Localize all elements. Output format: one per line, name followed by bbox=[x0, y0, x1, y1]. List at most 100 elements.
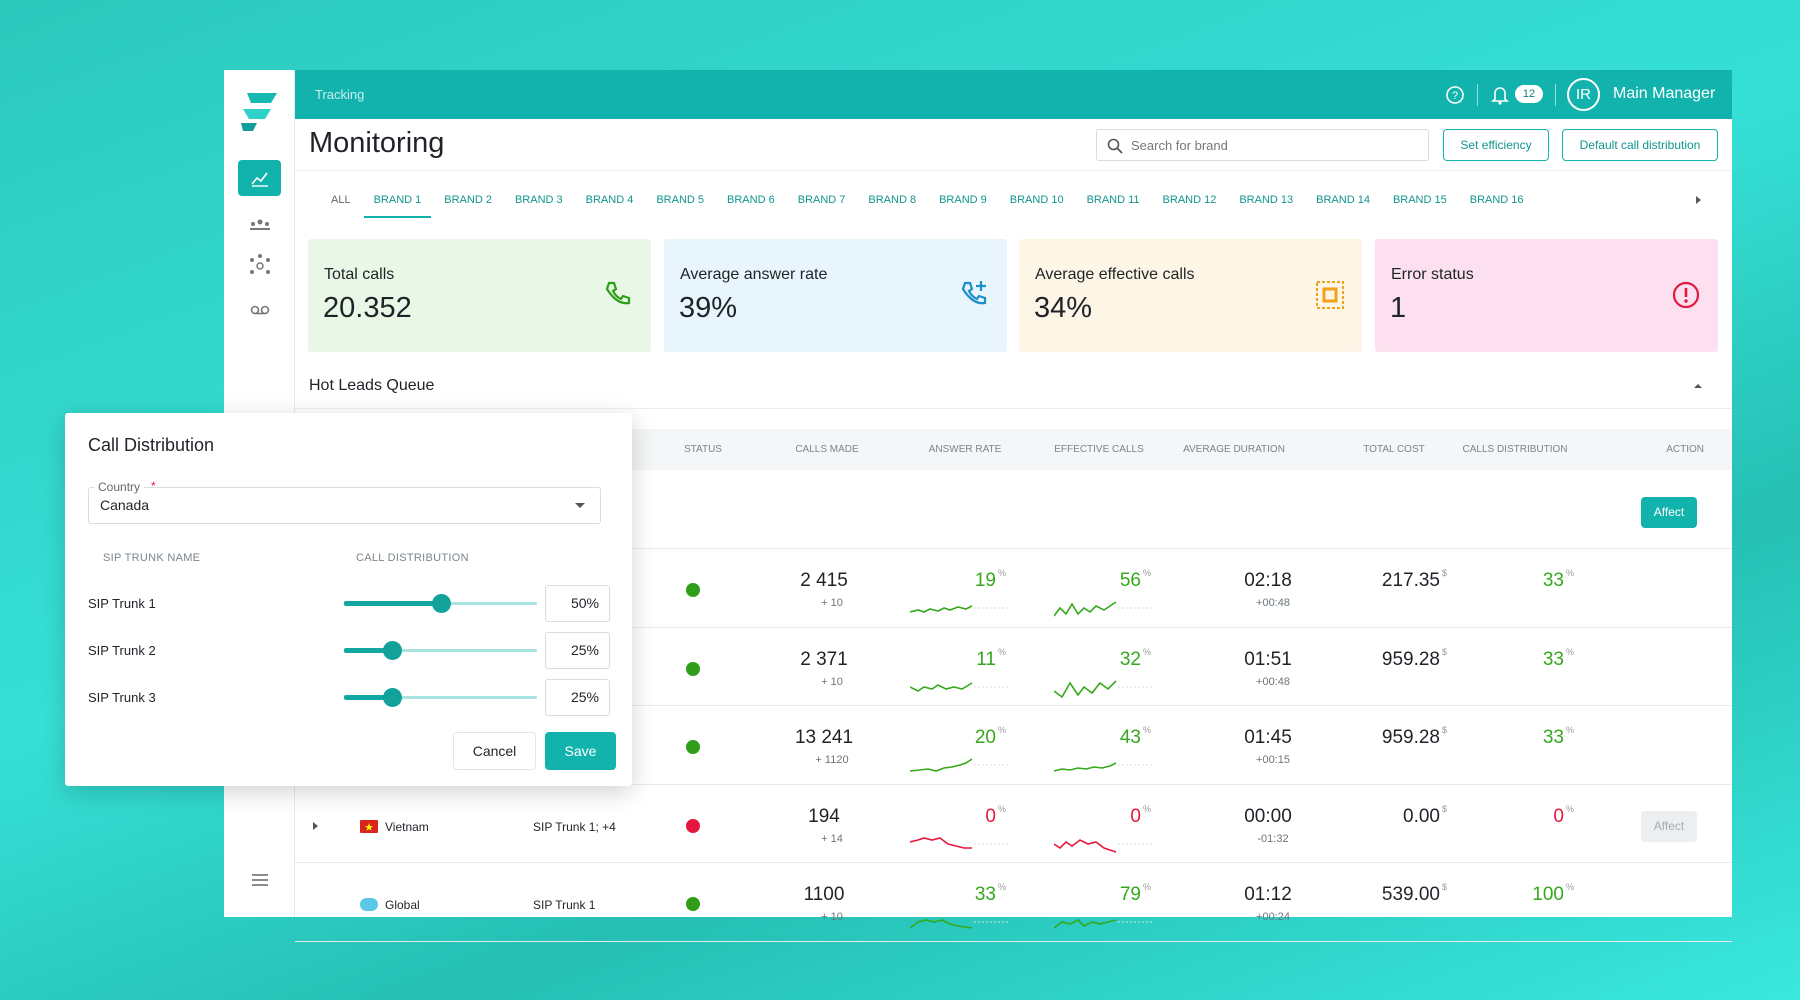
search-placeholder: Search for brand bbox=[1131, 138, 1228, 153]
call-distribution-dialog: Call Distribution Canada Country * SIP T… bbox=[65, 413, 632, 786]
status-dot bbox=[686, 818, 700, 833]
tab[interactable]: BRAND 5 bbox=[656, 194, 705, 206]
country-select[interactable]: Canada bbox=[88, 487, 601, 524]
duration: 01:12 bbox=[1244, 884, 1292, 906]
slider-knob[interactable] bbox=[431, 594, 451, 613]
calls-distribution: 33 bbox=[1542, 570, 1564, 591]
tab[interactable]: ALL bbox=[331, 194, 351, 206]
trunk-name: SIP Trunk 3 bbox=[88, 690, 156, 705]
tab[interactable]: BRAND 6 bbox=[727, 194, 775, 206]
tab[interactable]: BRAND 10 bbox=[1009, 194, 1064, 206]
status-dot bbox=[686, 661, 700, 676]
percent-sign: % bbox=[1143, 803, 1152, 814]
cancel-button[interactable]: Cancel bbox=[453, 732, 536, 770]
percent-sign: % bbox=[998, 568, 1007, 578]
collapse-caret[interactable] bbox=[1692, 381, 1704, 391]
tab[interactable]: BRAND 14 bbox=[1316, 194, 1370, 206]
distribution-input[interactable]: 25% bbox=[545, 632, 610, 669]
breadcrumb[interactable]: Tracking bbox=[315, 87, 365, 102]
country-value: Canada bbox=[100, 497, 150, 513]
tab[interactable]: BRAND 7 bbox=[797, 194, 846, 206]
sparkline bbox=[910, 605, 1010, 613]
percent-sign: % bbox=[1143, 568, 1152, 578]
tab[interactable]: BRAND 1 bbox=[363, 186, 432, 218]
section-title: Hot Leads Queue bbox=[309, 377, 435, 394]
tab[interactable]: BRAND 12 bbox=[1162, 194, 1217, 206]
slider-knob[interactable] bbox=[383, 641, 403, 660]
notification-badge: 12 bbox=[1515, 85, 1543, 103]
stat-label: Total calls bbox=[324, 266, 395, 283]
tab[interactable]: BRAND 9 bbox=[939, 194, 987, 206]
tabs-next[interactable] bbox=[1693, 194, 1703, 206]
menu-icon[interactable] bbox=[251, 873, 269, 887]
calls-delta: + 10 bbox=[821, 911, 843, 924]
nav-icons[interactable] bbox=[248, 210, 272, 320]
percent-sign: % bbox=[1143, 725, 1152, 736]
status-dot bbox=[686, 897, 700, 912]
effective-calls: 0 bbox=[1130, 805, 1141, 827]
top-bar: Tracking ? 12 IR Main Manager bbox=[295, 70, 1732, 119]
stat-icon bbox=[1672, 281, 1700, 309]
slider-fill bbox=[344, 648, 393, 653]
answer-rate: 0 bbox=[985, 805, 996, 827]
slider-fill bbox=[344, 601, 441, 606]
percent-sign: % bbox=[1566, 646, 1575, 657]
column-header: TOTAL COST bbox=[1363, 444, 1425, 455]
tab[interactable]: BRAND 3 bbox=[514, 194, 563, 206]
distribution-input[interactable]: 50% bbox=[545, 585, 610, 622]
tab[interactable]: BRAND 16 bbox=[1469, 194, 1524, 206]
sip-trunk: SIP Trunk 1 bbox=[533, 898, 596, 913]
calls-distribution: 33 bbox=[1542, 727, 1564, 749]
distribution-input[interactable]: 25% bbox=[545, 679, 610, 716]
svg-text:?: ? bbox=[1452, 90, 1458, 102]
tab[interactable]: BRAND 13 bbox=[1239, 194, 1294, 206]
sip-trunk: SIP Trunk 1; +4 bbox=[533, 819, 616, 834]
affect-button[interactable]: Affect bbox=[1641, 497, 1697, 528]
percent-sign: % bbox=[998, 803, 1007, 814]
divider bbox=[1555, 84, 1556, 106]
currency-sign: $ bbox=[1442, 646, 1448, 657]
calls-delta: + 14 bbox=[821, 832, 843, 845]
calls-made: 2 415 bbox=[800, 570, 848, 591]
user-name[interactable]: Main Manager bbox=[1613, 85, 1716, 102]
stat-icon bbox=[961, 281, 987, 305]
sparkline bbox=[1054, 762, 1154, 772]
column-header: CALL DISTRIBUTION bbox=[356, 552, 469, 564]
calls-made: 13 241 bbox=[794, 727, 854, 749]
tab[interactable]: BRAND 2 bbox=[444, 194, 492, 206]
nav-active[interactable] bbox=[238, 160, 281, 196]
stat-label: Error status bbox=[1391, 266, 1474, 283]
sparkline bbox=[910, 919, 1010, 930]
tab[interactable]: BRAND 4 bbox=[585, 194, 634, 206]
sparkline bbox=[1054, 919, 1154, 930]
calls-made: 194 bbox=[808, 805, 840, 827]
calls-delta: + 10 bbox=[821, 597, 843, 609]
tab[interactable]: BRAND 15 bbox=[1392, 194, 1447, 206]
stat-value: 1 bbox=[1390, 292, 1407, 324]
sparkline bbox=[910, 836, 1010, 849]
column-header: ACTION bbox=[1666, 444, 1704, 455]
sparkline bbox=[910, 681, 1010, 692]
stat-label: Average answer rate bbox=[680, 266, 828, 283]
required-mark: * bbox=[151, 479, 156, 493]
percent-sign: % bbox=[998, 882, 1007, 893]
stat-value: 34% bbox=[1034, 292, 1093, 324]
sparkline bbox=[910, 758, 1010, 773]
default-distribution-button[interactable]: Default call distribution bbox=[1562, 129, 1718, 161]
stat-card: Total calls 20.352 bbox=[308, 239, 651, 352]
tab[interactable]: BRAND 11 bbox=[1086, 194, 1140, 206]
set-efficiency-button[interactable]: Set efficiency bbox=[1443, 129, 1549, 161]
help-icon[interactable]: ? bbox=[1445, 85, 1465, 105]
percent-sign: % bbox=[1566, 803, 1575, 814]
tab[interactable]: BRAND 8 bbox=[868, 194, 917, 206]
answer-rate: 20 bbox=[974, 727, 996, 749]
country-label: Country bbox=[94, 480, 145, 494]
stat-icon bbox=[1316, 281, 1344, 309]
slider-knob[interactable] bbox=[383, 688, 403, 707]
search-box[interactable]: Search for brand bbox=[1096, 129, 1429, 161]
bell-icon[interactable] bbox=[1491, 85, 1509, 105]
avatar[interactable]: IR bbox=[1567, 78, 1600, 111]
currency-sign: $ bbox=[1442, 882, 1448, 893]
affect-button[interactable]: Affect bbox=[1641, 810, 1697, 842]
save-button[interactable]: Save bbox=[545, 732, 616, 770]
